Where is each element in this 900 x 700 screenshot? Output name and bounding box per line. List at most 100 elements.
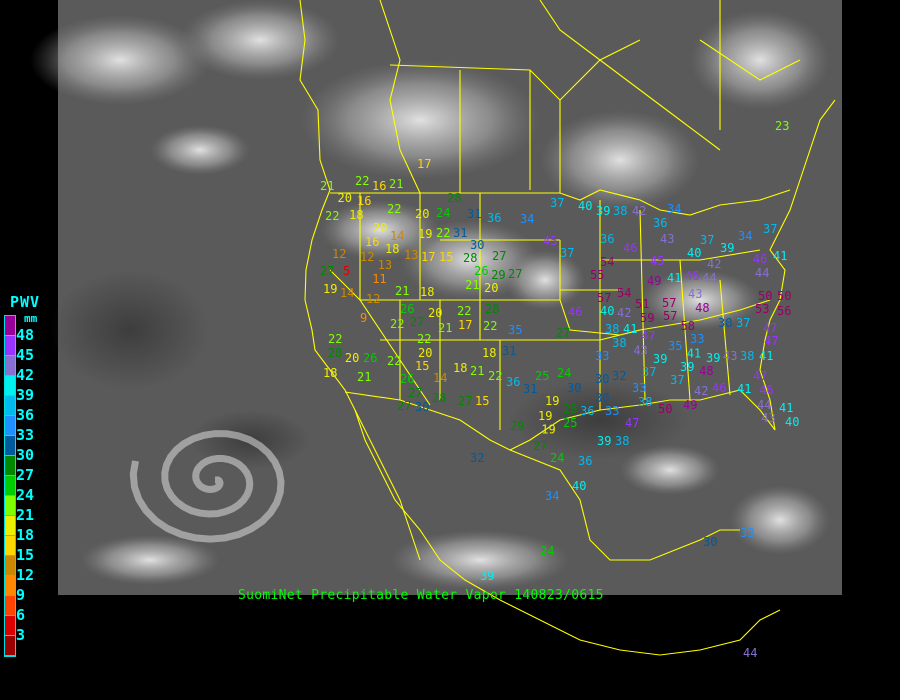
- station-pwv-value: 57: [662, 296, 676, 310]
- station-pwv-value: 50: [777, 289, 791, 303]
- station-pwv-value: 14: [433, 371, 447, 385]
- cloud: [320, 200, 440, 260]
- station-pwv-value: 33: [605, 404, 619, 418]
- station-pwv-value: 55: [590, 268, 604, 282]
- station-pwv-value: 24: [436, 206, 450, 220]
- station-pwv-value: 19: [418, 227, 432, 241]
- station-pwv-value: 17: [421, 250, 435, 264]
- legend-label: 39: [16, 386, 35, 404]
- station-pwv-value: 28: [447, 191, 461, 205]
- station-pwv-value: 56: [777, 304, 791, 318]
- station-pwv-value: 27: [320, 264, 334, 278]
- station-pwv-value: 39: [680, 360, 694, 374]
- station-pwv-value: 32: [470, 451, 484, 465]
- station-pwv-value: 46: [685, 269, 699, 283]
- station-pwv-value: 26: [474, 264, 488, 278]
- border-line: [759, 99, 836, 371]
- station-pwv-value: 30: [595, 372, 609, 386]
- station-pwv-value: 40: [572, 479, 586, 493]
- station-pwv-value: 16: [365, 235, 379, 249]
- legend-label: 3: [16, 626, 26, 644]
- station-pwv-value: 22: [325, 209, 339, 223]
- station-pwv-value: 47: [625, 416, 639, 430]
- legend-label: 33: [16, 426, 35, 444]
- station-pwv-value: 39: [720, 241, 734, 255]
- station-pwv-value: 20: [418, 346, 432, 360]
- station-pwv-value: 28: [485, 302, 499, 316]
- cloud: [505, 250, 585, 310]
- station-pwv-value: 34: [545, 489, 559, 503]
- station-pwv-value: 22: [390, 317, 404, 331]
- station-pwv-value: 40: [578, 199, 592, 213]
- station-pwv-value: 48: [695, 301, 709, 315]
- station-pwv-value: 54: [617, 286, 631, 300]
- station-pwv-value: 20: [338, 191, 352, 205]
- cloud: [640, 270, 760, 330]
- legend-swatch: [5, 536, 15, 556]
- station-pwv-value: 21: [395, 284, 409, 298]
- border-line: [299, 0, 781, 656]
- station-pwv-value: 13: [378, 258, 392, 272]
- cloud: [80, 535, 220, 585]
- border-line: [330, 189, 791, 216]
- station-pwv-value: 33: [595, 349, 609, 363]
- border-line: [600, 249, 761, 261]
- station-pwv-value: 30: [718, 316, 732, 330]
- station-pwv-value: 30: [567, 381, 581, 395]
- station-pwv-value: 22: [328, 332, 342, 346]
- station-pwv-value: 16: [372, 179, 386, 193]
- station-pwv-value: 42: [707, 257, 721, 271]
- station-pwv-value: 21: [465, 278, 479, 292]
- station-pwv-value: 30: [415, 400, 429, 414]
- legend-swatch: [5, 556, 15, 576]
- station-pwv-value: 45: [650, 254, 664, 268]
- station-pwv-value: 27: [508, 267, 522, 281]
- station-pwv-value: 57: [663, 309, 677, 323]
- cloud: [300, 60, 540, 180]
- legend-swatch: [5, 416, 15, 436]
- legend-title: PWV: [10, 293, 41, 311]
- station-pwv-value: 46: [568, 305, 582, 319]
- station-pwv-value: 22: [483, 319, 497, 333]
- station-pwv-value: 25: [563, 416, 577, 430]
- station-pwv-value: 41: [759, 349, 773, 363]
- station-pwv-value: 13: [404, 248, 418, 262]
- spiral-band: [129, 430, 285, 543]
- station-pwv-value: 21: [438, 321, 452, 335]
- border-line: [344, 369, 776, 451]
- station-pwv-value: 38: [613, 204, 627, 218]
- station-pwv-value: 41: [623, 322, 637, 336]
- station-pwv-value: 36: [600, 232, 614, 246]
- station-pwv-value: 48: [699, 364, 713, 378]
- station-pwv-value: 28: [328, 346, 342, 360]
- station-pwv-value: 34: [520, 212, 534, 226]
- station-pwv-value: 15: [475, 394, 489, 408]
- legend-swatch: [5, 396, 15, 416]
- cloud: [390, 530, 570, 590]
- station-pwv-value: 36: [580, 404, 594, 418]
- station-pwv-value: 31: [453, 226, 467, 240]
- station-pwv-value: 53: [755, 302, 769, 316]
- station-pwv-value: 41: [687, 346, 701, 360]
- dark-region: [50, 270, 210, 390]
- station-pwv-value: 20: [428, 306, 442, 320]
- station-pwv-value: 41: [779, 401, 793, 415]
- station-pwv-value: 44: [757, 398, 771, 412]
- legend-swatch: [5, 636, 15, 656]
- station-pwv-value: 42: [694, 384, 708, 398]
- border-line: [509, 449, 740, 561]
- station-pwv-value: 43: [633, 343, 647, 357]
- station-pwv-value: 17: [417, 157, 431, 171]
- station-pwv-value: 19: [538, 409, 552, 423]
- legend-swatch: [5, 456, 15, 476]
- station-pwv-value: 18: [349, 208, 363, 222]
- station-pwv-value: 18: [385, 242, 399, 256]
- station-pwv-value: 14: [390, 229, 404, 243]
- legend-label: 21: [16, 506, 35, 524]
- station-pwv-value: 22: [488, 369, 502, 383]
- station-pwv-value: 37: [700, 233, 714, 247]
- station-pwv-value: 38: [615, 434, 629, 448]
- cloud: [540, 110, 700, 210]
- station-pwv-value: 33: [632, 381, 646, 395]
- station-pwv-value: 34: [667, 202, 681, 216]
